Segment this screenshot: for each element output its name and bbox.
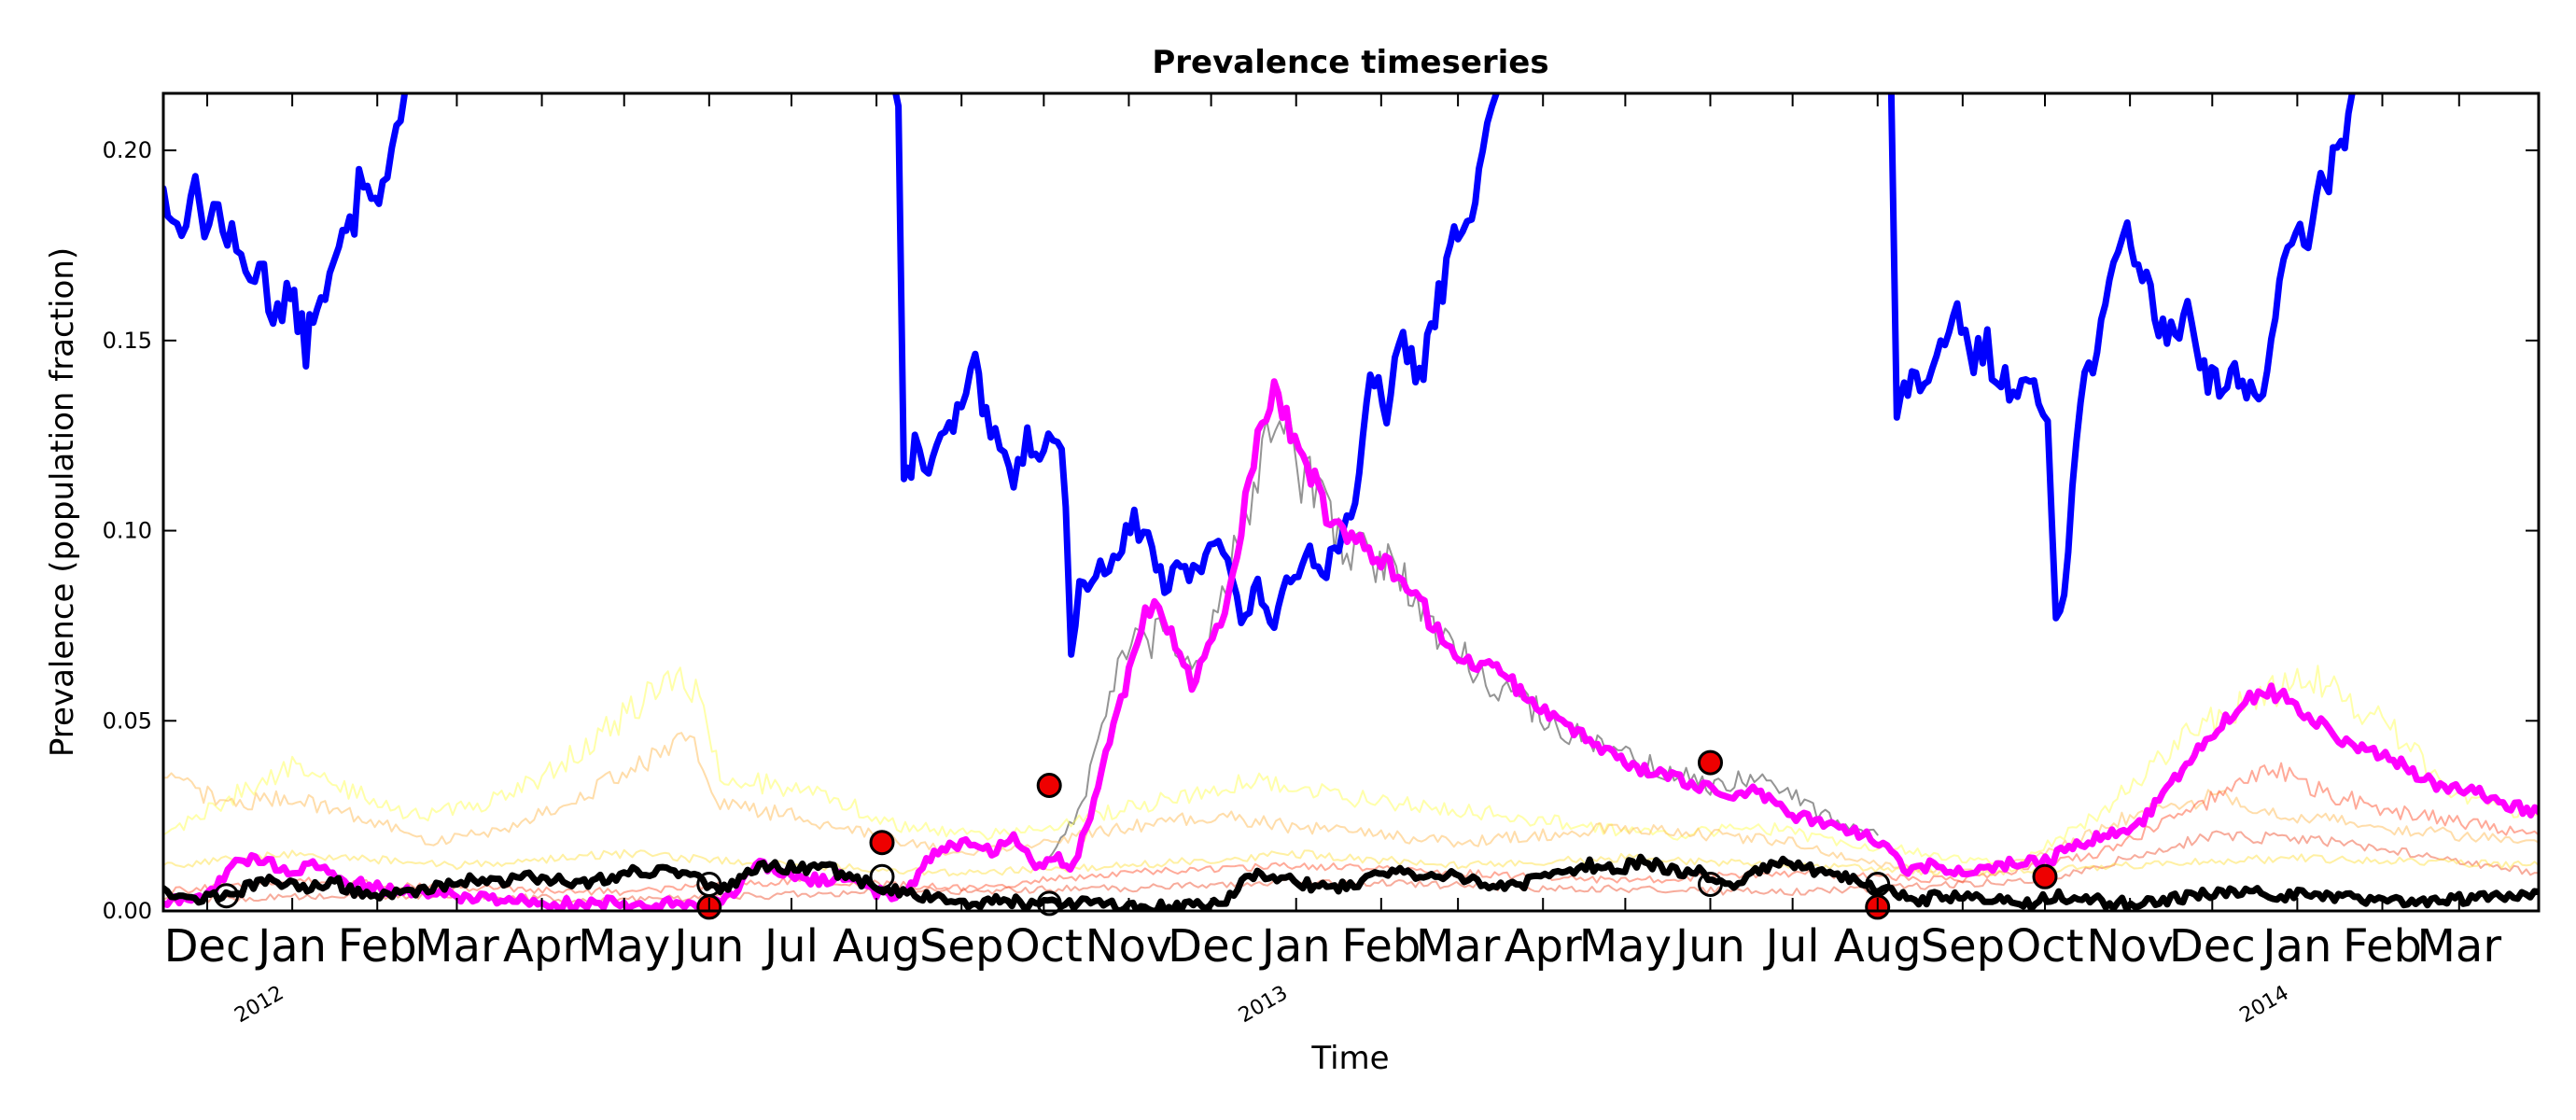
- filled-marker-6: [1036, 773, 1062, 798]
- x-tick-label: Jul: [1763, 920, 1820, 973]
- x-tick-label: Sep: [919, 920, 1003, 973]
- x-tick-label: Mar: [414, 920, 499, 973]
- open-marker-7: [1698, 872, 1723, 897]
- y-tick-label: 0.10: [103, 518, 152, 544]
- series-8-line-0: [163, 848, 2539, 877]
- x-tick-label: Feb: [2343, 920, 2422, 973]
- series-layer: [163, 93, 2539, 911]
- series-0-line-1: [892, 93, 1500, 658]
- x-tick-label: Jan: [1259, 920, 1331, 973]
- open-marker-0: [214, 883, 240, 909]
- filled-marker-4: [869, 830, 895, 856]
- x-tick-label: Jun: [1673, 920, 1745, 973]
- filled-marker-8: [1698, 749, 1723, 776]
- series-4-line-0: [163, 665, 2539, 868]
- series-2-line-0: [163, 853, 2539, 911]
- x-tick-label: May: [1579, 920, 1672, 973]
- x-tick-label: Jun: [671, 920, 744, 973]
- x-tick-label: Dec: [164, 920, 251, 973]
- x-tick-label: Aug: [1834, 920, 1922, 973]
- x-tick-label: Apr: [503, 920, 581, 973]
- x-tick-label: Feb: [338, 920, 417, 973]
- x-tick-label: Aug: [833, 920, 920, 973]
- series-6-line-0: [163, 762, 2539, 897]
- x-tick-label: Oct: [2007, 920, 2084, 973]
- y-axis-label: Prevalence (population fraction): [44, 247, 81, 757]
- series-0-line-2: [1887, 93, 2356, 622]
- x-axis-label: Time: [1310, 1040, 1389, 1077]
- open-marker-3: [869, 863, 895, 889]
- x-tick-label: Apr: [1505, 920, 1582, 973]
- x-tick-label: Dec: [1168, 920, 1254, 973]
- x-tick-label: Sep: [1921, 920, 2005, 973]
- open-marker-5: [1036, 890, 1062, 917]
- y-tick-label: 0.00: [103, 898, 152, 924]
- chart-title: Prevalence timeseries: [1152, 44, 1548, 81]
- x-tick-label: Jan: [2260, 920, 2331, 973]
- x-tick-label: May: [578, 920, 670, 973]
- y-tick-label: 0.15: [103, 328, 152, 354]
- x-tick-label: Jan: [255, 920, 327, 973]
- y-tick-label: 0.20: [103, 137, 152, 163]
- x-tick-label: Jul: [762, 920, 819, 973]
- series-0-line-0: [163, 93, 409, 370]
- x-tick-label: Nov: [1085, 920, 1173, 973]
- series-1-line-0: [163, 378, 2539, 911]
- x-tick-label: Feb: [1341, 920, 1421, 973]
- filled-marker-11: [2032, 863, 2058, 889]
- x-tick-label: Nov: [2086, 920, 2174, 973]
- marker-layer: [214, 749, 2058, 920]
- y-tick-label: 0.05: [103, 707, 152, 734]
- x-tick-label: Mar: [2416, 920, 2501, 973]
- x-tick-label: Mar: [1416, 920, 1501, 973]
- x-tick-label: Dec: [2169, 920, 2256, 973]
- plot-frame: [161, 91, 2541, 913]
- x-tick-label: Oct: [1005, 920, 1083, 973]
